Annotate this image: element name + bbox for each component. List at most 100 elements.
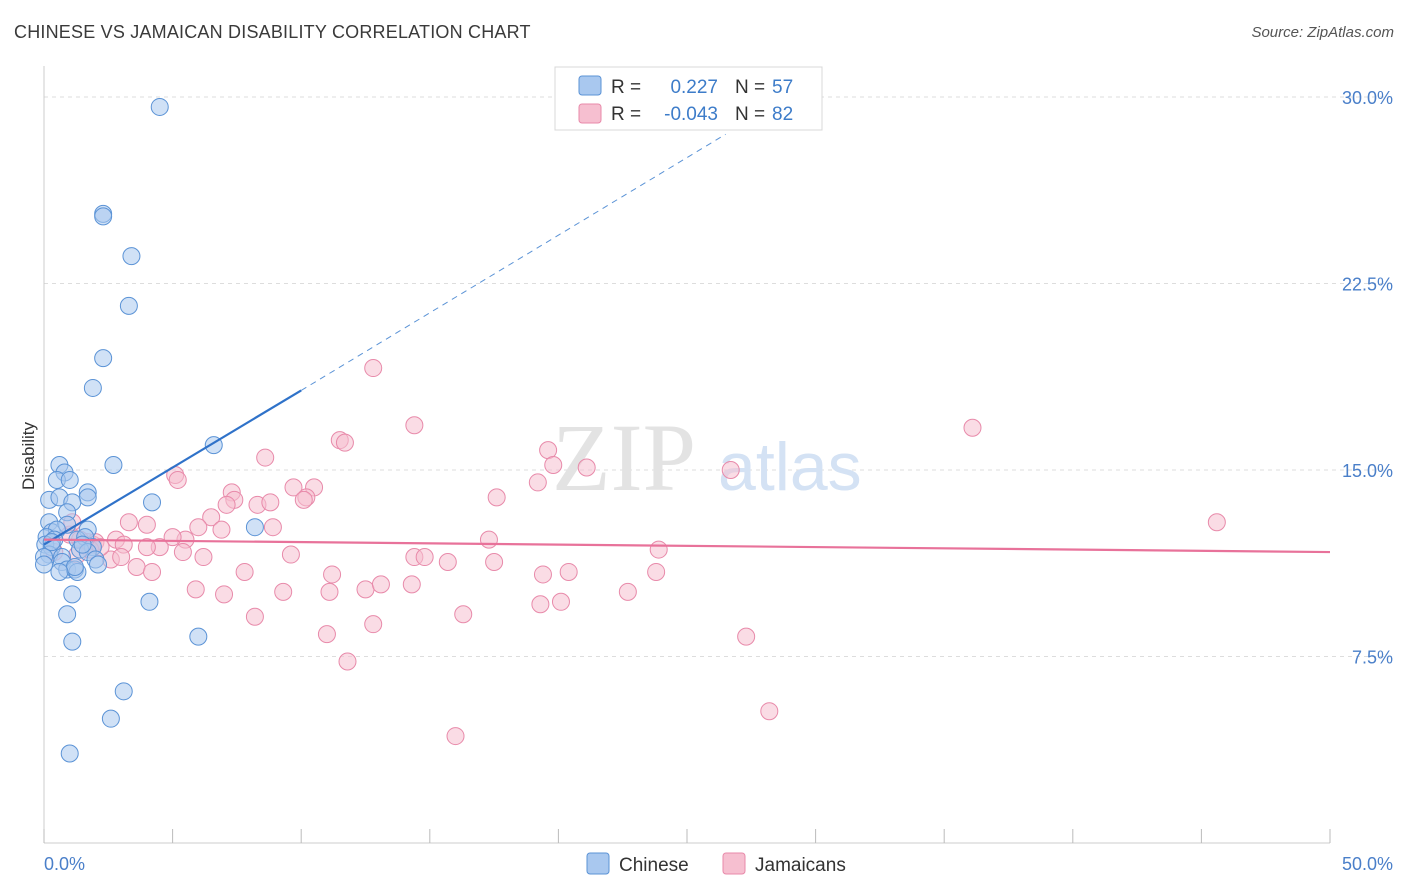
- legend-n-value-chinese: 57: [772, 77, 793, 98]
- jamaican-point: [127, 557, 146, 576]
- jamaican-point: [371, 575, 390, 594]
- jamaican-point: [338, 652, 357, 671]
- jamaican-point: [485, 553, 504, 572]
- jamaican-point: [112, 548, 131, 567]
- jamaican-point: [479, 530, 498, 549]
- jamaican-point: [402, 575, 421, 594]
- source-label: Source: ZipAtlas.com: [1251, 24, 1394, 41]
- chinese-point: [63, 585, 82, 604]
- jamaican-point: [235, 562, 254, 581]
- jamaican-point: [194, 548, 213, 567]
- jamaican-point: [415, 548, 434, 567]
- jamaican-point: [215, 585, 234, 604]
- chart-title: CHINESE VS JAMAICAN DISABILITY CORRELATI…: [14, 22, 531, 42]
- chinese-trend-line: [43, 389, 302, 546]
- jamaican-point: [186, 580, 205, 599]
- jamaican-point: [217, 495, 236, 514]
- chinese-point: [119, 296, 138, 315]
- jamaican-point: [551, 592, 570, 611]
- jamaican-point: [446, 727, 465, 746]
- watermark-zip: ZIP: [552, 404, 696, 511]
- jamaican-trend-line: [43, 538, 1331, 554]
- legend-n-value-jamaican: 82: [772, 104, 793, 125]
- chinese-point: [63, 632, 82, 651]
- jamaican-point: [263, 518, 282, 537]
- x-tick-label-max: 50.0%: [1342, 854, 1393, 874]
- jamaican-point: [647, 562, 666, 581]
- chinese-point: [94, 207, 113, 226]
- chinese-trend-extension: [300, 133, 726, 391]
- legend-bottom: Chinese Jamaicans: [586, 852, 846, 876]
- chinese-point: [150, 97, 169, 116]
- jamaican-point: [168, 470, 187, 489]
- jamaican-point: [544, 456, 563, 475]
- legend-bottom-label-jamaican: Jamaicans: [755, 855, 846, 876]
- chinese-point: [143, 493, 162, 512]
- y-tick-label: 30.0%: [1342, 88, 1393, 108]
- chinese-point: [60, 470, 79, 489]
- chinese-point: [122, 247, 141, 266]
- x-tick-label-min: 0.0%: [44, 854, 85, 874]
- chinese-point: [140, 592, 159, 611]
- jamaican-point: [274, 582, 293, 601]
- jamaican-point: [533, 565, 552, 584]
- jamaican-point: [202, 508, 221, 527]
- jamaican-point: [317, 625, 336, 644]
- jamaican-point: [323, 565, 342, 584]
- y-axis-title: Disability: [19, 421, 38, 490]
- watermark-atlas: atlas: [718, 429, 862, 505]
- jamaican-point: [577, 458, 596, 477]
- chinese-point: [83, 378, 102, 397]
- jamaican-point: [245, 607, 264, 626]
- chinese-point: [189, 627, 208, 646]
- jamaican-point: [284, 478, 303, 497]
- jamaican-point: [618, 582, 637, 601]
- y-tick-label: 7.5%: [1352, 648, 1393, 668]
- jamaican-point: [137, 538, 156, 557]
- jamaican-point: [364, 615, 383, 634]
- legend-swatch-chinese: [578, 75, 602, 96]
- jamaican-point: [963, 418, 982, 437]
- chinese-point: [114, 682, 133, 701]
- chinese-point: [60, 744, 79, 763]
- chinese-point: [101, 709, 120, 728]
- jamaican-point: [531, 595, 550, 614]
- jamaican-point: [256, 448, 275, 467]
- chinese-point: [89, 555, 108, 574]
- jamaican-point: [559, 562, 578, 581]
- jamaican-point: [137, 515, 156, 534]
- jamaican-point: [454, 605, 473, 624]
- legend-r-value-jamaican: -0.043: [664, 104, 718, 125]
- legend-bottom-swatch-jamaican: [722, 852, 746, 875]
- legend-n-label-jamaican: N =: [735, 104, 765, 125]
- chinese-point: [73, 535, 92, 554]
- chinese-point: [58, 605, 77, 624]
- chinese-point: [78, 488, 97, 507]
- jamaican-point: [335, 433, 354, 452]
- jamaican-point: [1207, 513, 1226, 532]
- jamaican-point: [143, 562, 162, 581]
- legend-r-label-jamaican: R =: [611, 104, 641, 125]
- y-tick-labels: 7.5% 15.0% 22.5% 30.0%: [1342, 88, 1393, 668]
- jamaican-point: [737, 627, 756, 646]
- legend-r-label-chinese: R =: [611, 77, 641, 98]
- jamaican-point: [356, 580, 375, 599]
- jamaican-point: [760, 702, 779, 721]
- legend-bottom-swatch-chinese: [586, 852, 610, 875]
- jamaican-point: [119, 513, 138, 532]
- chinese-point: [94, 349, 113, 368]
- jamaican-point: [649, 540, 668, 559]
- x-ticks: [43, 829, 1331, 843]
- chinese-point: [35, 555, 53, 574]
- jamaican-point: [438, 553, 457, 572]
- jamaican-point: [364, 359, 383, 378]
- chinese-point: [50, 562, 69, 581]
- chinese-points: [35, 97, 264, 763]
- legend-r-value-chinese: 0.227: [670, 77, 718, 98]
- jamaican-point: [281, 545, 300, 564]
- trend-lines: [43, 133, 1331, 554]
- jamaican-point: [212, 520, 231, 539]
- watermark: ZIP atlas: [552, 404, 862, 511]
- legend-swatch-jamaican: [578, 103, 602, 124]
